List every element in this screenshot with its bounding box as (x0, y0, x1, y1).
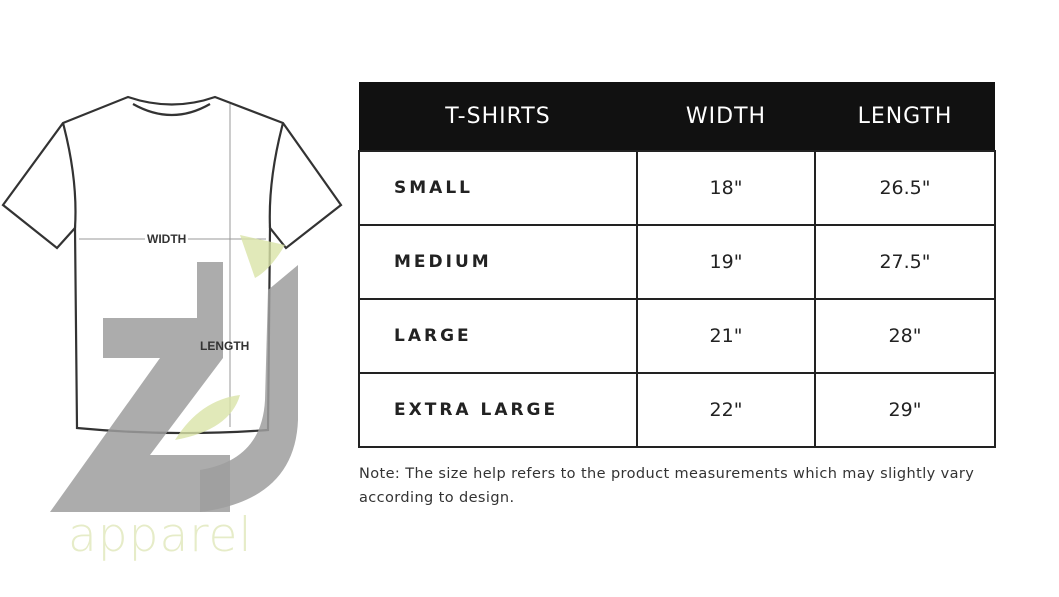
width-cell: 19" (636, 224, 816, 300)
size-cell: SMALL (358, 150, 638, 226)
size-table: T-SHIRTS WIDTH LENGTH SMALL 18" 26.5" ME… (358, 82, 996, 448)
tshirt-outline (1, 95, 343, 435)
size-cell: EXTRA LARGE (358, 372, 638, 448)
table-row: EXTRA LARGE 22" 29" (358, 372, 996, 448)
size-note: Note: The size help refers to the produc… (359, 466, 975, 506)
length-cell: 27.5" (814, 224, 996, 300)
table-row: LARGE 21" 28" (358, 298, 996, 374)
length-cell: 28" (814, 298, 996, 374)
length-label: LENGTH (200, 339, 250, 353)
length-cell: 29" (814, 372, 996, 448)
watermark-text: apparel (68, 508, 253, 563)
tshirt-diagram (1, 95, 343, 512)
size-cell: MEDIUM (358, 224, 638, 300)
width-cell: 22" (636, 372, 816, 448)
table-row: SMALL 18" 26.5" (358, 150, 996, 226)
length-cell: 26.5" (814, 150, 996, 226)
size-cell: LARGE (358, 298, 638, 374)
table-row: MEDIUM 19" 27.5" (358, 224, 996, 300)
table-header-row: T-SHIRTS WIDTH LENGTH (359, 82, 995, 151)
header-width: WIDTH (637, 82, 815, 151)
width-cell: 18" (636, 150, 816, 226)
header-tshirts: T-SHIRTS (359, 82, 637, 151)
header-length: LENGTH (815, 82, 995, 151)
width-label: WIDTH (145, 232, 189, 246)
watermark-logo (50, 235, 298, 512)
width-cell: 21" (636, 298, 816, 374)
